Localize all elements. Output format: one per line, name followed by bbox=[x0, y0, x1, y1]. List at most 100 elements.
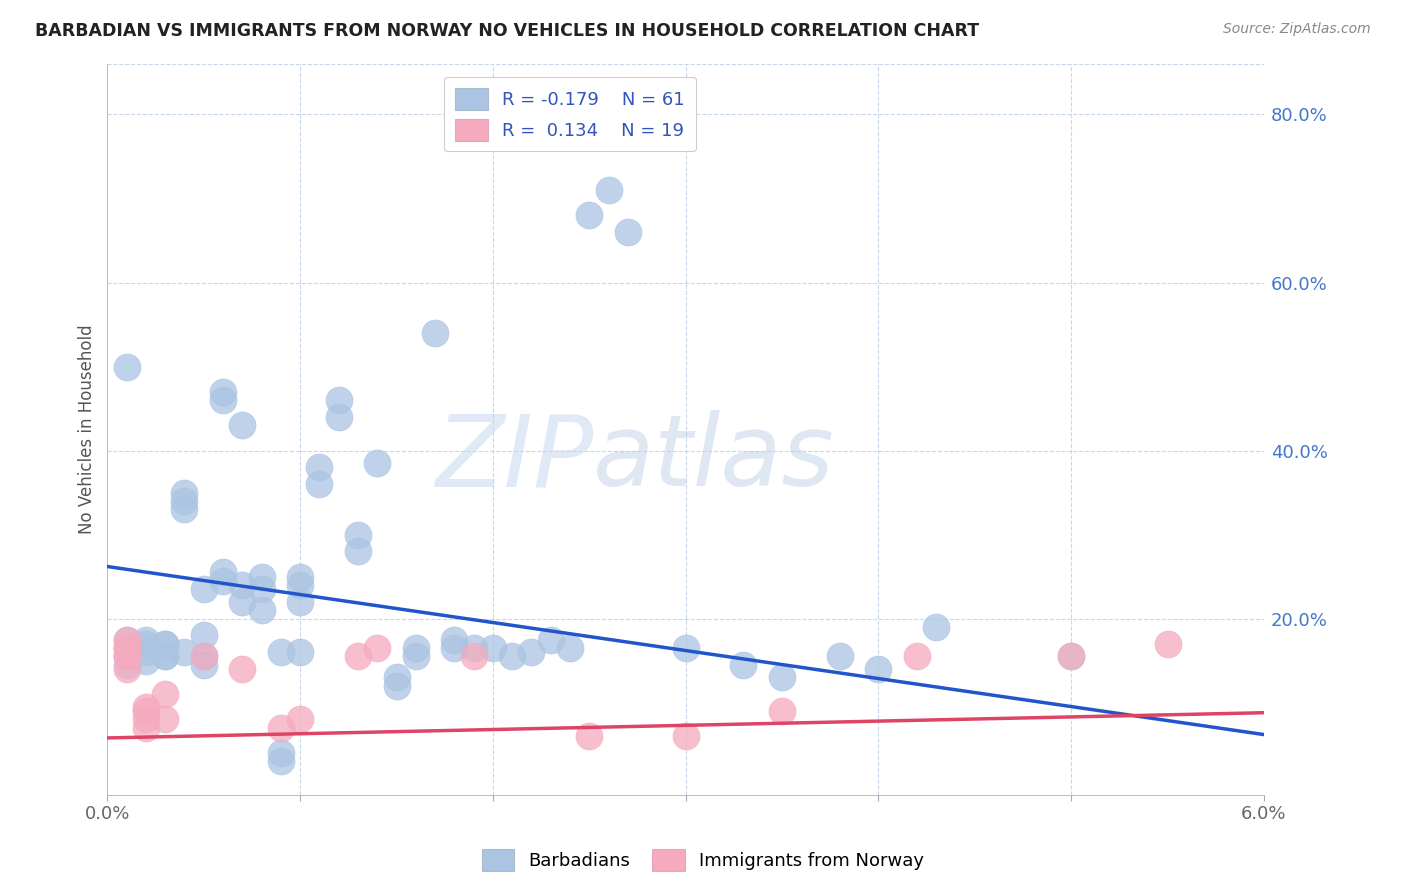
Point bbox=[405, 640, 427, 655]
Point bbox=[135, 713, 157, 727]
Point bbox=[347, 527, 370, 541]
Point bbox=[115, 632, 138, 647]
Point bbox=[598, 183, 620, 197]
Point bbox=[155, 649, 177, 664]
Point bbox=[115, 657, 138, 672]
Point bbox=[925, 620, 948, 634]
Point bbox=[347, 544, 370, 558]
Point bbox=[155, 687, 177, 701]
Point bbox=[617, 225, 640, 239]
Point bbox=[328, 409, 350, 424]
Point bbox=[231, 418, 253, 433]
Point bbox=[905, 649, 928, 664]
Point bbox=[250, 582, 273, 597]
Point bbox=[1060, 649, 1083, 664]
Point bbox=[193, 649, 215, 664]
Point bbox=[270, 721, 292, 735]
Point bbox=[423, 326, 446, 340]
Point bbox=[308, 460, 330, 475]
Text: Source: ZipAtlas.com: Source: ZipAtlas.com bbox=[1223, 22, 1371, 37]
Point bbox=[212, 566, 235, 580]
Point bbox=[173, 485, 195, 500]
Text: BARBADIAN VS IMMIGRANTS FROM NORWAY NO VEHICLES IN HOUSEHOLD CORRELATION CHART: BARBADIAN VS IMMIGRANTS FROM NORWAY NO V… bbox=[35, 22, 979, 40]
Point bbox=[288, 578, 311, 592]
Point bbox=[675, 640, 697, 655]
Point bbox=[347, 649, 370, 664]
Point bbox=[288, 645, 311, 659]
Point bbox=[115, 649, 138, 664]
Point bbox=[770, 704, 793, 718]
Point bbox=[115, 649, 138, 664]
Point bbox=[270, 645, 292, 659]
Point bbox=[115, 649, 138, 664]
Point bbox=[463, 649, 485, 664]
Point bbox=[385, 670, 408, 684]
Y-axis label: No Vehicles in Household: No Vehicles in Household bbox=[79, 325, 96, 534]
Point bbox=[212, 384, 235, 399]
Point bbox=[288, 713, 311, 727]
Point bbox=[193, 582, 215, 597]
Point bbox=[231, 595, 253, 609]
Point bbox=[212, 393, 235, 408]
Point bbox=[540, 632, 562, 647]
Point bbox=[155, 637, 177, 651]
Point bbox=[231, 578, 253, 592]
Point bbox=[115, 640, 138, 655]
Point bbox=[250, 569, 273, 583]
Point bbox=[115, 640, 138, 655]
Point bbox=[135, 632, 157, 647]
Point bbox=[193, 628, 215, 642]
Point bbox=[173, 502, 195, 516]
Point bbox=[578, 729, 600, 743]
Point bbox=[385, 679, 408, 693]
Point bbox=[135, 654, 157, 668]
Point bbox=[463, 640, 485, 655]
Point bbox=[558, 640, 581, 655]
Point bbox=[193, 657, 215, 672]
Point bbox=[115, 632, 138, 647]
Point bbox=[115, 640, 138, 655]
Text: atlas: atlas bbox=[593, 410, 835, 508]
Point bbox=[578, 208, 600, 222]
Point bbox=[155, 649, 177, 664]
Point bbox=[270, 746, 292, 760]
Point bbox=[193, 649, 215, 664]
Point bbox=[115, 662, 138, 676]
Point bbox=[482, 640, 505, 655]
Point bbox=[231, 662, 253, 676]
Point bbox=[173, 645, 195, 659]
Point bbox=[135, 637, 157, 651]
Point bbox=[135, 699, 157, 714]
Point bbox=[828, 649, 851, 664]
Point bbox=[135, 645, 157, 659]
Point bbox=[288, 569, 311, 583]
Point bbox=[1060, 649, 1083, 664]
Point bbox=[366, 640, 388, 655]
Text: ZIP: ZIP bbox=[434, 410, 593, 508]
Point bbox=[250, 603, 273, 617]
Point bbox=[288, 595, 311, 609]
Point bbox=[1156, 637, 1178, 651]
Point bbox=[270, 755, 292, 769]
Point bbox=[520, 645, 543, 659]
Point bbox=[135, 721, 157, 735]
Point bbox=[135, 704, 157, 718]
Point bbox=[770, 670, 793, 684]
Point bbox=[155, 713, 177, 727]
Point bbox=[212, 574, 235, 588]
Point bbox=[115, 359, 138, 374]
Point bbox=[366, 456, 388, 470]
Point bbox=[675, 729, 697, 743]
Point bbox=[308, 477, 330, 491]
Point bbox=[155, 637, 177, 651]
Point bbox=[501, 649, 523, 664]
Point bbox=[868, 662, 890, 676]
Legend: R = -0.179    N = 61, R =  0.134    N = 19: R = -0.179 N = 61, R = 0.134 N = 19 bbox=[444, 77, 696, 152]
Legend: Barbadians, Immigrants from Norway: Barbadians, Immigrants from Norway bbox=[475, 842, 931, 879]
Point bbox=[405, 649, 427, 664]
Point bbox=[443, 640, 465, 655]
Point bbox=[173, 494, 195, 508]
Point bbox=[733, 657, 755, 672]
Point bbox=[443, 632, 465, 647]
Point bbox=[328, 393, 350, 408]
